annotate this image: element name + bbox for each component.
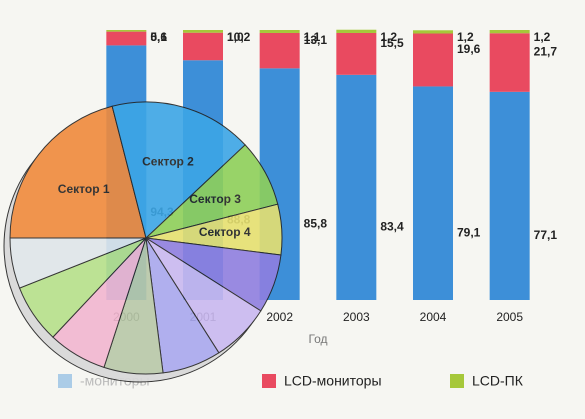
legend-swatch bbox=[58, 374, 72, 388]
value-label: 85,8 bbox=[304, 216, 328, 230]
value-label: 0,6 bbox=[150, 30, 167, 44]
value-label: 19,6 bbox=[457, 42, 481, 56]
pie-slice bbox=[9, 237, 147, 289]
value-label: 13,1 bbox=[304, 33, 328, 47]
bar-segment bbox=[413, 33, 453, 87]
value-label: 77,1 bbox=[534, 228, 558, 242]
value-label: 5,1 bbox=[150, 30, 167, 44]
bar-segment bbox=[336, 32, 377, 75]
bar-segment bbox=[259, 30, 300, 33]
legend-swatch bbox=[262, 374, 276, 388]
bar-segment bbox=[336, 74, 377, 300]
bar-segment bbox=[183, 30, 223, 33]
legend-label: LCD-мониторы bbox=[284, 373, 382, 389]
x-axis-label: Год bbox=[308, 332, 327, 346]
value-label: 10,2 bbox=[227, 30, 251, 44]
legend-swatch bbox=[450, 374, 464, 388]
x-tick-label: 2002 bbox=[266, 310, 293, 324]
bar-segment bbox=[106, 31, 147, 46]
x-tick-label: 2004 bbox=[420, 310, 447, 324]
pie-slice bbox=[111, 101, 246, 239]
value-label: 1,0 bbox=[227, 30, 244, 44]
legend-label: LCD-ПК bbox=[472, 373, 524, 389]
bar-segment bbox=[413, 86, 453, 301]
slice-label: Сектор 2 bbox=[142, 154, 194, 168]
slice-label: Сектор 3 bbox=[189, 192, 241, 206]
value-label: 79,1 bbox=[457, 225, 481, 239]
pie: Сектор 1 Сектор 2 Сектор 3 Сектор 4 bbox=[3, 101, 283, 383]
bar-segment bbox=[106, 30, 147, 32]
pie-slice bbox=[9, 105, 147, 239]
value-label: 15,5 bbox=[380, 36, 404, 50]
x-tick-label: 2003 bbox=[343, 310, 370, 324]
slice-label: Сектор 4 bbox=[199, 225, 251, 239]
value-label: 1,1 bbox=[304, 30, 321, 44]
bar-segment bbox=[489, 91, 530, 300]
value-label: 1,2 bbox=[534, 30, 551, 44]
x-tick-label: 2005 bbox=[496, 310, 523, 324]
bar-segment bbox=[489, 30, 530, 34]
slice-label: Сектор 1 bbox=[58, 182, 110, 196]
bar-segment bbox=[336, 29, 377, 33]
bar-segment bbox=[413, 30, 453, 34]
value-label: 1,2 bbox=[457, 30, 474, 44]
value-label: 83,4 bbox=[380, 220, 404, 234]
value-label: 21,7 bbox=[534, 45, 558, 59]
value-label: 1,2 bbox=[380, 30, 397, 44]
bar-segment bbox=[489, 33, 530, 92]
bar-segment bbox=[259, 32, 300, 69]
bar-segment bbox=[183, 32, 223, 61]
